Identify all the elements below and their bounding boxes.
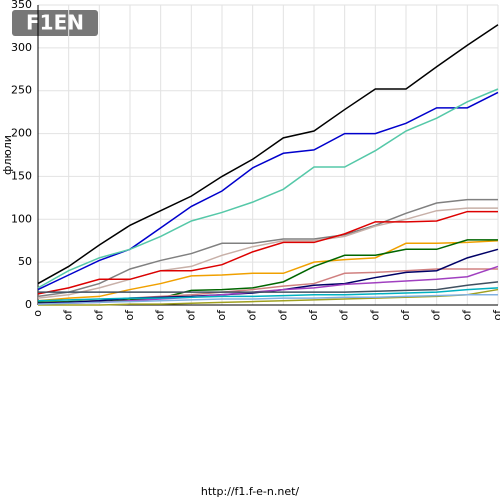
logo-text: F1EN xyxy=(26,11,84,35)
series-line xyxy=(38,281,499,293)
series-line xyxy=(38,288,499,306)
y-tick-label: 250 xyxy=(11,84,32,97)
x-tick-label: of xyxy=(368,309,381,321)
x-tick-label: of xyxy=(62,309,75,321)
y-tick-label: 150 xyxy=(11,169,32,182)
series-line xyxy=(37,198,498,298)
x-tick-label: of xyxy=(338,309,351,321)
x-tick-label: of xyxy=(123,309,136,321)
x-tick-label: o xyxy=(31,310,44,317)
logo: F1EN xyxy=(12,10,98,36)
y-tick-label: 200 xyxy=(11,127,32,140)
y-axis-label: флюли xyxy=(1,135,14,175)
x-tick-label: of xyxy=(246,309,259,321)
y-tick-label: 350 xyxy=(11,0,32,11)
series-line xyxy=(37,239,498,304)
series-line xyxy=(37,91,499,291)
x-tick-label: of xyxy=(430,309,443,321)
series-line xyxy=(37,287,499,302)
x-tick-label: of xyxy=(184,309,197,321)
x-tick-label: of xyxy=(276,309,289,321)
logo-box xyxy=(12,10,98,36)
series-line xyxy=(37,293,498,305)
series-line xyxy=(37,24,499,285)
x-tick-label: of xyxy=(215,309,228,321)
series-line xyxy=(37,207,498,299)
y-tick-label: 100 xyxy=(11,212,32,225)
footer: http://f1.f-e-n.net/ xyxy=(201,485,300,498)
x-tick-label: of xyxy=(491,309,500,321)
y-tick-label: 0 xyxy=(25,298,32,311)
x-tick-label: of xyxy=(399,309,412,321)
series-line xyxy=(37,88,499,289)
x-tick-label: of xyxy=(460,309,473,321)
y-tick-label: 300 xyxy=(11,41,32,54)
y-tick-label: 50 xyxy=(18,255,32,268)
series-line xyxy=(37,210,498,295)
x-tick-label: of xyxy=(92,309,105,321)
x-tick-label: of xyxy=(307,309,320,321)
series-line xyxy=(37,239,499,302)
x-tick-label: of xyxy=(154,309,167,321)
